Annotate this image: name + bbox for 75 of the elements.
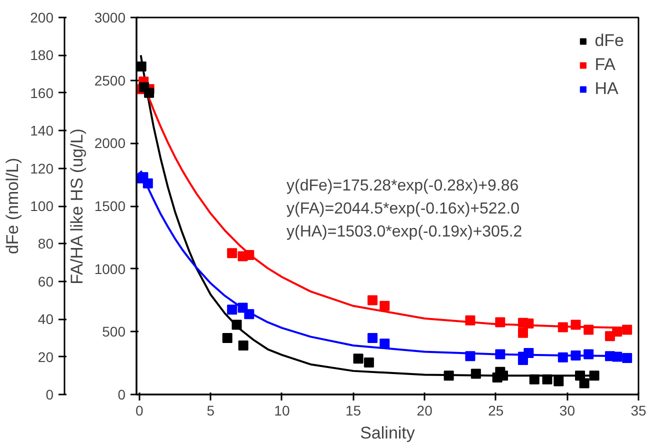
x-tick-label: 25: [488, 402, 504, 418]
point: [227, 248, 238, 258]
x-tick-label: 10: [274, 402, 290, 418]
point: [570, 350, 581, 361]
point: [584, 324, 594, 335]
point: [144, 88, 154, 98]
point: [244, 250, 254, 260]
point: [622, 324, 632, 335]
point: [570, 320, 581, 330]
y-tick-label: 1000: [94, 260, 126, 277]
y2-tick-label: 100: [30, 198, 54, 214]
point: [495, 317, 506, 328]
y-tick-label: 2500: [94, 72, 126, 88]
point: [558, 352, 568, 362]
annotation: y(HA)=1503.0*exp(-0.19x)+305.2: [286, 224, 522, 240]
point: [238, 340, 248, 350]
x-tick-label: 15: [345, 402, 362, 418]
y2-tick-label: 20: [38, 348, 54, 365]
point: [136, 62, 146, 72]
y2-tick-label: 140: [30, 122, 54, 139]
point: [368, 332, 378, 343]
legend-label: dFe: [594, 31, 624, 51]
x-tick-label: 20: [416, 402, 433, 418]
y-tick-label: 1500: [94, 198, 126, 214]
y-axis-title: FA/HA like HS (ug/L): [67, 128, 86, 284]
y2-tick-label: 180: [30, 47, 54, 64]
point: [554, 376, 564, 386]
point: [589, 370, 600, 381]
point: [222, 332, 232, 343]
point: [380, 338, 390, 349]
x-tick-label: 0: [135, 402, 144, 418]
annotation: y(dFe)=175.28*exp(-0.28x)+9.86: [286, 178, 519, 194]
point: [368, 295, 378, 306]
y2-tick-label: 120: [30, 160, 54, 176]
x-tick-label: 35: [630, 402, 646, 418]
y2-axis-title: dFe (nmol/L): [3, 158, 22, 254]
point: [584, 349, 594, 360]
x-tick-label: 30: [559, 402, 576, 418]
y2-tick-label: 60: [38, 273, 54, 290]
y2-tick-label: 200: [30, 10, 54, 26]
y2-tick-label: 160: [30, 84, 54, 101]
point: [542, 374, 552, 384]
point: [227, 304, 238, 315]
point: [622, 353, 632, 364]
annotation: y(FA)=2044.5*exp(-0.16x)+522.0: [286, 200, 520, 218]
y2-tick-label: 40: [38, 311, 54, 328]
x-axis-title: Salinity: [360, 424, 416, 442]
x-tick-label: 5: [206, 402, 215, 418]
point: [465, 351, 476, 362]
point: [529, 374, 540, 384]
y-tick-label: 2000: [94, 135, 126, 152]
legend-label: FA: [594, 55, 616, 75]
point: [495, 349, 506, 360]
point: [518, 328, 528, 338]
legend-label: HA: [594, 79, 618, 99]
point: [558, 322, 568, 332]
y2-tick-label: 0: [46, 386, 54, 402]
point: [612, 326, 622, 337]
point: [524, 318, 534, 328]
point: [353, 354, 364, 364]
point: [380, 300, 390, 311]
y2-tick-label: 80: [38, 236, 54, 252]
y-tick-label: 0: [118, 386, 126, 402]
point: [465, 315, 476, 326]
point: [612, 352, 622, 362]
point: [579, 378, 590, 388]
y-tick-label: 3000: [94, 10, 126, 26]
point: [232, 320, 242, 330]
point: [470, 368, 481, 379]
point: [142, 178, 153, 188]
y-tick-label: 500: [102, 324, 126, 340]
point: [444, 370, 454, 381]
point: [364, 357, 374, 368]
point: [244, 309, 254, 320]
point: [524, 348, 534, 358]
